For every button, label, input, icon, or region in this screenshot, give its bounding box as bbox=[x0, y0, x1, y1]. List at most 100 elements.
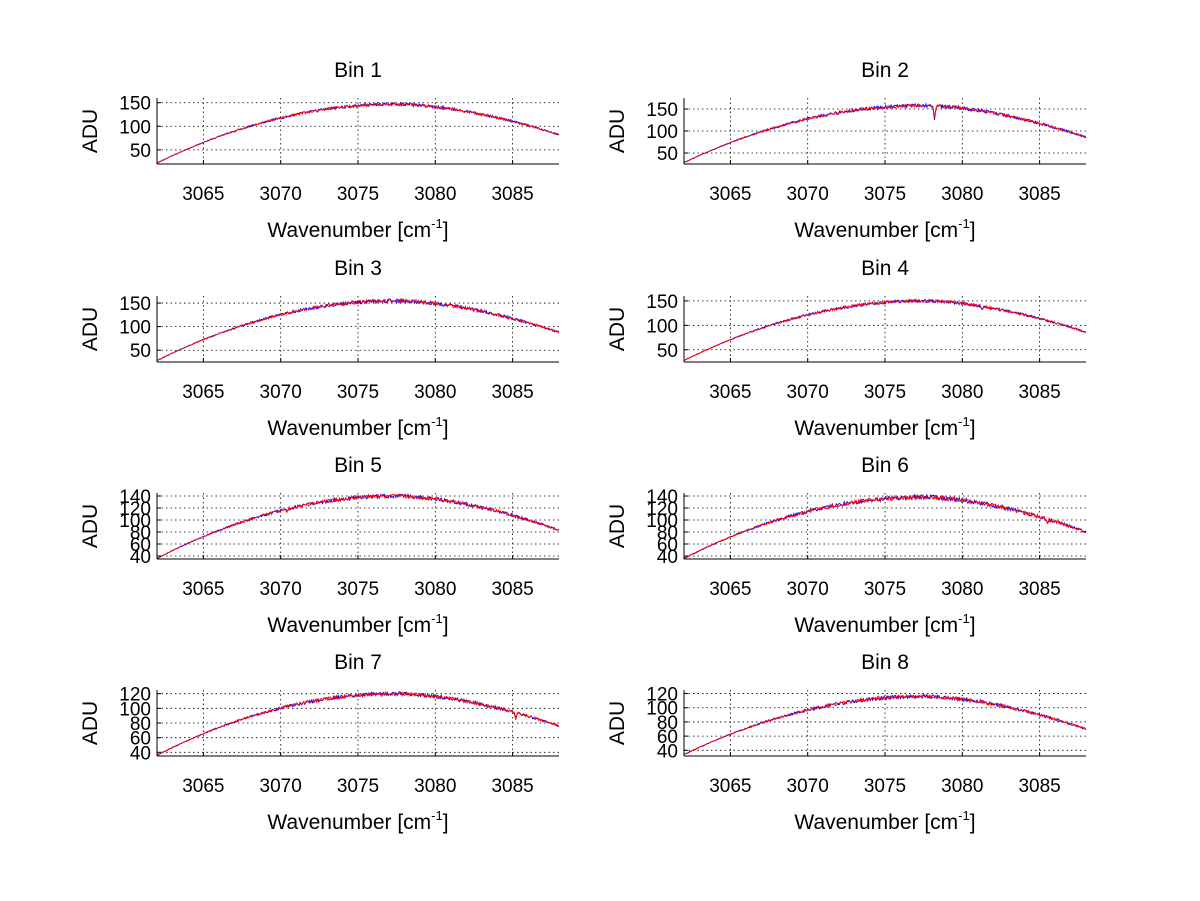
y-axis-label: ADU bbox=[79, 307, 102, 351]
y-tick-label: 50 bbox=[130, 341, 151, 362]
series-red bbox=[683, 493, 1087, 559]
x-tick-label: 3065 bbox=[709, 184, 751, 205]
series-red bbox=[683, 102, 1087, 163]
y-tick-label: 150 bbox=[119, 294, 151, 315]
y-tick-label: 60 bbox=[130, 535, 151, 556]
y-tick-label: 100 bbox=[119, 318, 151, 339]
subplot-4: 3065 3070 3075 3080 3085 50 100 150 Bin 4 Wavenum… bbox=[606, 257, 1087, 440]
y-axis-label: ADU bbox=[79, 109, 102, 153]
x-tick-label: 3085 bbox=[491, 184, 533, 205]
y-tick-label: 100 bbox=[646, 122, 678, 143]
y-tick-label: 80 bbox=[657, 523, 678, 544]
x-tick-label: 3085 bbox=[1018, 579, 1060, 600]
x-tick-label: 3085 bbox=[491, 579, 533, 600]
x-tick-label: 3065 bbox=[182, 184, 224, 205]
x-tick-label: 3070 bbox=[260, 382, 302, 403]
x-tick-label: 3065 bbox=[182, 382, 224, 403]
x-tick-label: 3085 bbox=[1018, 184, 1060, 205]
x-tick-label: 3085 bbox=[491, 382, 533, 403]
y-tick-label: 140 bbox=[119, 487, 151, 508]
x-tick-label: 3080 bbox=[941, 579, 983, 600]
series-blue bbox=[683, 493, 1087, 559]
y-tick-label: 120 bbox=[646, 685, 678, 706]
x-tick-label: 3070 bbox=[787, 184, 829, 205]
x-tick-label: 3075 bbox=[864, 776, 906, 797]
y-tick-label: 100 bbox=[119, 117, 151, 138]
x-tick-label: 3075 bbox=[337, 776, 379, 797]
panel-title: Bin 5 bbox=[334, 454, 382, 477]
y-tick-label: 80 bbox=[657, 713, 678, 734]
y-tick-label: 50 bbox=[657, 341, 678, 362]
x-tick-label: 3070 bbox=[260, 579, 302, 600]
y-tick-label: 120 bbox=[119, 499, 151, 520]
x-tick-label: 3085 bbox=[1018, 382, 1060, 403]
x-tick-label: 3075 bbox=[864, 382, 906, 403]
y-tick-label: 60 bbox=[130, 729, 151, 750]
y-tick-label: 100 bbox=[646, 511, 678, 532]
x-tick-label: 3080 bbox=[414, 579, 456, 600]
y-axis-label: ADU bbox=[79, 701, 102, 745]
series-red bbox=[683, 298, 1087, 361]
x-tick-label: 3070 bbox=[260, 184, 302, 205]
x-tick-label: 3065 bbox=[709, 776, 751, 797]
y-tick-label: 100 bbox=[119, 511, 151, 532]
y-tick-label: 80 bbox=[130, 523, 151, 544]
y-axis-label: ADU bbox=[606, 701, 629, 745]
series-blue bbox=[156, 493, 560, 559]
y-axis-label: ADU bbox=[606, 109, 629, 153]
series-red bbox=[683, 694, 1087, 755]
x-tick-label: 3085 bbox=[1018, 776, 1060, 797]
y-tick-label: 150 bbox=[646, 292, 678, 313]
y-tick-label: 40 bbox=[130, 547, 151, 568]
y-tick-label: 120 bbox=[119, 685, 151, 706]
x-tick-label: 3070 bbox=[787, 579, 829, 600]
x-tick-label: 3065 bbox=[182, 579, 224, 600]
x-axis-label: Wavenumber [cm-1] bbox=[267, 611, 448, 637]
x-tick-label: 3080 bbox=[414, 776, 456, 797]
x-tick-label: 3065 bbox=[182, 776, 224, 797]
series-red bbox=[156, 101, 560, 164]
y-tick-label: 100 bbox=[646, 699, 678, 720]
y-tick-label: 150 bbox=[646, 100, 678, 121]
y-tick-label: 150 bbox=[119, 94, 151, 115]
y-axis-label: ADU bbox=[606, 504, 629, 548]
panel-title: Bin 2 bbox=[861, 59, 909, 82]
x-tick-label: 3080 bbox=[941, 776, 983, 797]
y-tick-label: 140 bbox=[646, 487, 678, 508]
x-axis-label: Wavenumber [cm-1] bbox=[267, 216, 448, 242]
y-tick-label: 40 bbox=[657, 547, 678, 568]
x-axis-label: Wavenumber [cm-1] bbox=[267, 808, 448, 834]
y-tick-label: 60 bbox=[657, 535, 678, 556]
y-tick-label: 80 bbox=[130, 714, 151, 735]
series-red bbox=[156, 690, 560, 756]
panel-title: Bin 4 bbox=[861, 257, 909, 280]
x-axis-label: Wavenumber [cm-1] bbox=[794, 216, 975, 242]
y-tick-label: 120 bbox=[646, 499, 678, 520]
y-tick-label: 50 bbox=[130, 141, 151, 162]
x-tick-label: 3075 bbox=[337, 579, 379, 600]
y-tick-label: 100 bbox=[646, 316, 678, 337]
y-axis-label: ADU bbox=[79, 504, 102, 548]
y-tick-label: 100 bbox=[119, 699, 151, 720]
x-tick-label: 3075 bbox=[337, 184, 379, 205]
series-red bbox=[156, 297, 560, 361]
x-axis-label: Wavenumber [cm-1] bbox=[794, 611, 975, 637]
x-axis-label: Wavenumber [cm-1] bbox=[794, 808, 975, 834]
x-tick-label: 3080 bbox=[941, 382, 983, 403]
x-tick-label: 3085 bbox=[491, 776, 533, 797]
x-tick-label: 3070 bbox=[787, 776, 829, 797]
y-axis-label: ADU bbox=[606, 307, 629, 351]
y-tick-label: 40 bbox=[130, 743, 151, 764]
y-tick-label: 50 bbox=[657, 144, 678, 165]
x-tick-label: 3075 bbox=[864, 579, 906, 600]
series-red bbox=[156, 492, 560, 559]
panel-title: Bin 6 bbox=[861, 454, 909, 477]
